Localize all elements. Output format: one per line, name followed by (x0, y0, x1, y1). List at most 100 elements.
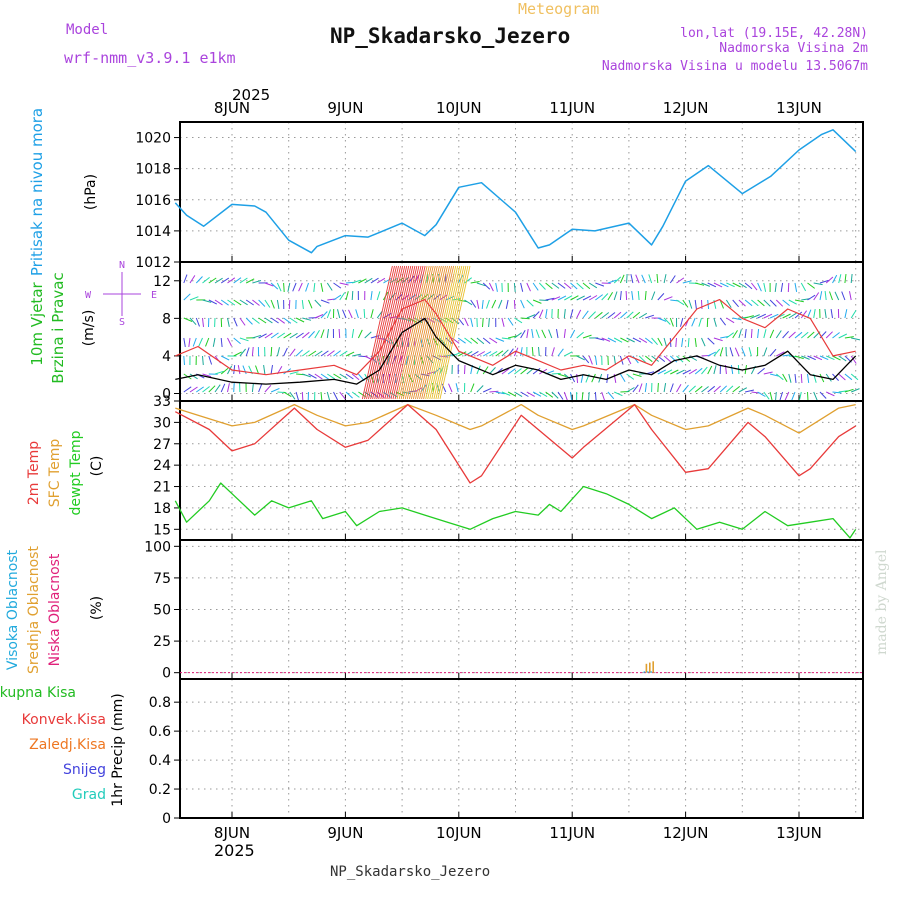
temp-2m-label: 2m Temp (26, 441, 42, 505)
wind-barb (548, 329, 553, 339)
bottom-day-label: 9JUN (327, 824, 363, 842)
wind-barb (676, 277, 685, 284)
wind-barb (326, 329, 329, 339)
wind-barb (220, 277, 230, 284)
wind-barb (819, 291, 823, 301)
wind-barb (283, 282, 285, 293)
wind-hatch (372, 265, 404, 400)
wind-barb (258, 383, 263, 393)
wind-barb (526, 329, 529, 339)
wind-barb (824, 291, 827, 301)
wind-barb (520, 299, 525, 309)
wind-barb (744, 315, 754, 319)
wind-barb (626, 387, 635, 393)
cloud-bar (649, 662, 651, 673)
wind-barb (657, 317, 667, 322)
wind-barb (313, 282, 316, 292)
wind-barb (457, 351, 467, 357)
y-tick-label: 8 (162, 311, 171, 327)
wind-barb (663, 383, 667, 393)
wind-barb (807, 294, 816, 301)
wind-barb (489, 390, 499, 393)
wind-barb (763, 329, 767, 339)
wind-barb (405, 355, 409, 365)
wind-sublabel: Brzina i Pravac (49, 272, 67, 383)
wind-barb (663, 369, 673, 375)
wind-barb (763, 313, 773, 319)
wind-barb (308, 373, 317, 379)
wind-barb (682, 355, 691, 362)
wind-barb (607, 292, 614, 301)
top-day-label: 11JUN (549, 99, 595, 117)
wind-barb (320, 299, 330, 304)
wind-barb (327, 373, 336, 380)
y-tick-label: 0.6 (149, 724, 171, 740)
wind-barb (283, 317, 292, 324)
compass-south: S (119, 317, 125, 328)
wind-barb (748, 347, 752, 357)
wind-barb (289, 348, 296, 357)
wind-barb (557, 295, 567, 301)
wind-barb (514, 317, 523, 324)
wind-hatch (433, 265, 465, 400)
wind-barb (501, 391, 511, 396)
wind-barb (763, 371, 773, 375)
y-tick-label: 1018 (135, 162, 171, 178)
wind-barb (588, 355, 593, 365)
wind-barb (775, 330, 782, 339)
temperature-panel: 15 18 21 24 27 30 33 (153, 394, 864, 541)
wind-barb (713, 317, 717, 327)
wind-barb (730, 365, 734, 375)
wind-barb (738, 329, 742, 339)
wind-barb (707, 337, 715, 345)
wind-barb (563, 329, 566, 339)
y-tick-label: 0.8 (149, 695, 171, 711)
wind-barb (707, 351, 717, 357)
panel-frame (179, 261, 864, 402)
wind-hatch (398, 265, 430, 400)
wind-barb (488, 317, 490, 328)
wind-hatch (400, 265, 432, 400)
wind-barb (757, 313, 767, 319)
wind-barb (301, 299, 304, 309)
wind-barb (292, 282, 297, 292)
wind-barb (726, 282, 735, 288)
wind-barb (183, 274, 188, 284)
wind-barb (482, 282, 491, 290)
wind-barb (507, 317, 514, 326)
wind-barb (464, 350, 473, 357)
wind-barb (726, 332, 734, 339)
wind-barb (632, 337, 642, 343)
wind-barb (531, 346, 534, 357)
wind-barb (339, 350, 348, 357)
wind-barb (526, 282, 531, 292)
precip-legend-conv: Konvek.Kisa (22, 712, 106, 728)
wind-barb (476, 385, 484, 393)
compass-north: N (119, 260, 125, 271)
cloud-unit: (%) (89, 596, 105, 620)
meteogram-title: Meteogram (518, 0, 599, 18)
wind-barb (342, 309, 347, 319)
wind-barb (825, 331, 833, 339)
wind-barb (289, 332, 298, 339)
wind-barb (539, 299, 549, 301)
wind-barb (520, 347, 523, 357)
wind-barb (457, 317, 465, 326)
wind-barb (258, 317, 267, 324)
model-elevation: Nadmorska Visina u modelu 13.5067m (602, 59, 868, 74)
wind-barb (657, 382, 659, 393)
wind-hatch (423, 265, 455, 400)
wind-barb (632, 384, 639, 393)
wind-barb (202, 373, 212, 378)
wind-barb (245, 317, 253, 325)
wind-barb (813, 355, 823, 361)
wind-barb (358, 391, 367, 398)
wind-barb (239, 348, 246, 357)
wind-barb (495, 350, 504, 357)
y-tick-label: 0 (162, 811, 171, 827)
wind-barb (489, 367, 496, 375)
wind-barb (807, 309, 812, 319)
wind-hatch (421, 265, 453, 400)
wind-barb (233, 382, 235, 393)
